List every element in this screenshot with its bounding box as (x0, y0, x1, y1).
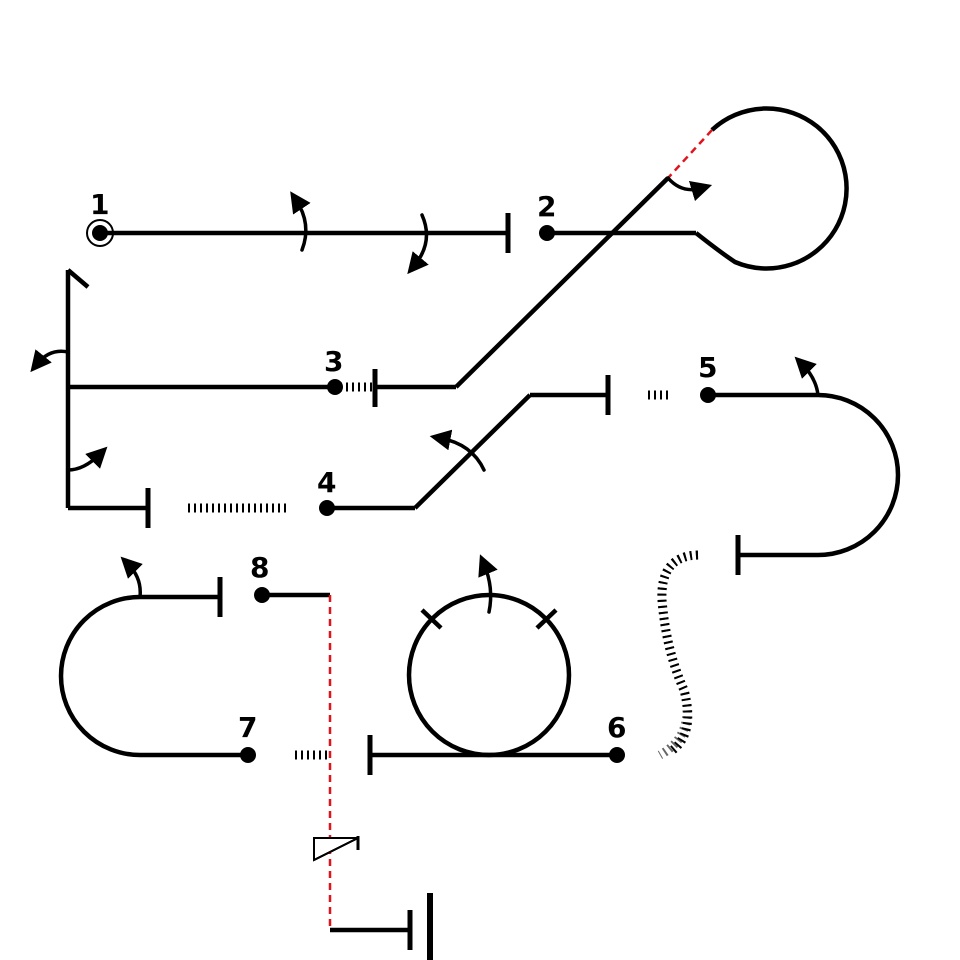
turnaround-loop (694, 106, 849, 271)
track-curve-5 (817, 392, 901, 558)
signal-flag-icon (66, 268, 90, 289)
faded-connector (657, 550, 699, 759)
station-8-dot[interactable] (254, 587, 270, 603)
loop-tick (535, 608, 558, 630)
station-1-label: 1 (90, 188, 109, 221)
station-4-dot[interactable] (319, 500, 335, 516)
switch-arrow-icon (666, 176, 713, 202)
switch-arrow-icon (66, 446, 108, 472)
track-curve-7 (58, 594, 141, 758)
station-7-dot[interactable] (240, 747, 256, 763)
switch-arrow-icon (120, 556, 143, 599)
station-8-label: 8 (250, 551, 269, 584)
station-6-dot[interactable] (609, 747, 625, 763)
switch-arrow-icon (290, 191, 311, 252)
station-5-dot[interactable] (700, 387, 716, 403)
loop-tick (420, 608, 443, 630)
station-2-label: 2 (537, 190, 556, 223)
switch-arrow-icon (30, 349, 70, 373)
station-2-dot[interactable] (539, 225, 555, 241)
station-5-label: 5 (698, 351, 717, 384)
switch-arrow-icon (478, 554, 498, 614)
track-diagonal (454, 176, 670, 389)
dashed-connector (667, 129, 713, 179)
signal-flag-icon (313, 836, 360, 862)
switch-arrow-icon (407, 213, 429, 275)
station-6-label: 6 (607, 711, 626, 744)
switch-arrow-icon (429, 429, 486, 472)
station-3-label: 3 (324, 345, 343, 378)
station-3-dot[interactable] (327, 379, 343, 395)
start-ring-icon (86, 219, 114, 247)
station-7-label: 7 (238, 711, 257, 744)
switch-arrow-icon (794, 356, 820, 397)
station-1-dot[interactable] (92, 225, 108, 241)
station-4-label: 4 (317, 466, 336, 499)
dotted-connector (657, 550, 699, 756)
